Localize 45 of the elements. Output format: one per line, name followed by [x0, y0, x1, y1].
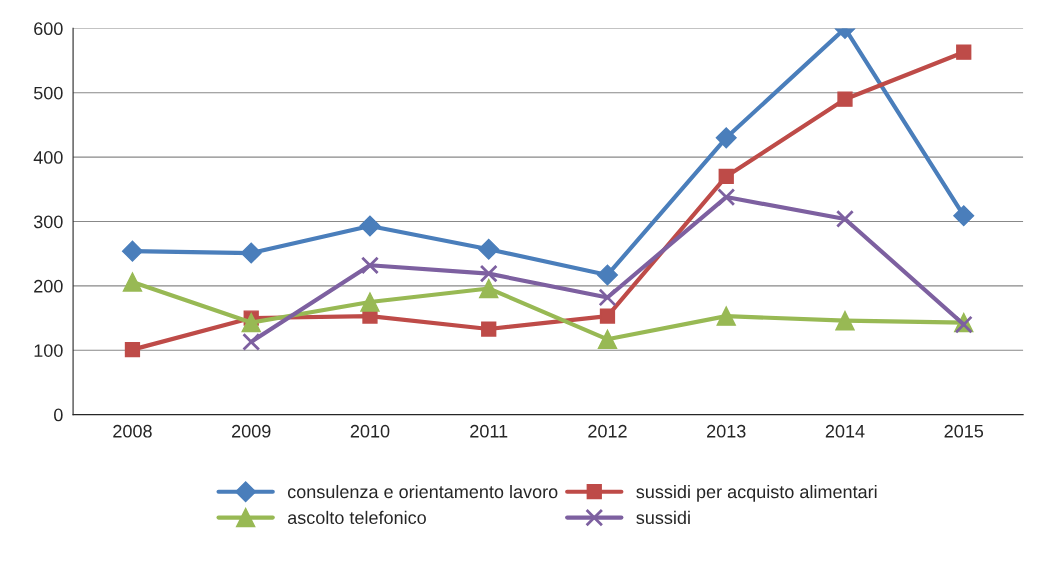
- x-tick-label: 2014: [825, 424, 865, 438]
- point: [599, 308, 616, 324]
- point: [479, 264, 498, 283]
- point: [835, 310, 855, 331]
- point: [956, 44, 972, 60]
- legend-label: consulenza e orientamento lavoro: [287, 484, 558, 499]
- point: [241, 312, 261, 333]
- point: [837, 91, 853, 107]
- point: [359, 215, 381, 237]
- x-tick-label: 2011: [470, 424, 508, 438]
- legend-label: ascolto telefonico: [287, 510, 426, 525]
- y-tick-label: 600: [34, 22, 63, 36]
- y-tick-label: 200: [34, 279, 63, 293]
- point: [717, 188, 736, 207]
- point: [478, 238, 500, 260]
- point: [242, 332, 261, 351]
- point: [360, 292, 380, 312]
- point: [122, 272, 143, 292]
- y-tick-label: 400: [33, 151, 63, 164]
- y-tick-label: 100: [34, 344, 63, 357]
- y-tick-label: 0: [54, 408, 63, 422]
- point: [716, 306, 736, 326]
- legend-label: sussidi: [636, 510, 690, 525]
- point: [597, 329, 618, 350]
- point: [718, 168, 734, 185]
- point: [240, 242, 262, 264]
- point: [835, 209, 855, 228]
- point: [715, 127, 737, 149]
- point: [596, 264, 618, 286]
- x-tick-label: 2013: [707, 424, 746, 438]
- point: [598, 288, 617, 307]
- x-tick-label: 2010: [350, 424, 390, 438]
- point: [481, 321, 497, 337]
- point: [121, 240, 143, 262]
- point: [360, 256, 379, 275]
- x-tick-label: 2012: [588, 424, 627, 438]
- point: [953, 205, 975, 227]
- x-tick-label: 2015: [944, 424, 984, 438]
- x-tick-label: 2009: [232, 424, 271, 438]
- x-tick-label: 2008: [113, 424, 152, 438]
- y-tick-label: 500: [33, 86, 63, 100]
- point: [478, 278, 499, 299]
- legend-label: sussidi per acquisto alimentari: [636, 484, 877, 502]
- y-tick-label: 300: [33, 215, 63, 229]
- point: [124, 341, 141, 358]
